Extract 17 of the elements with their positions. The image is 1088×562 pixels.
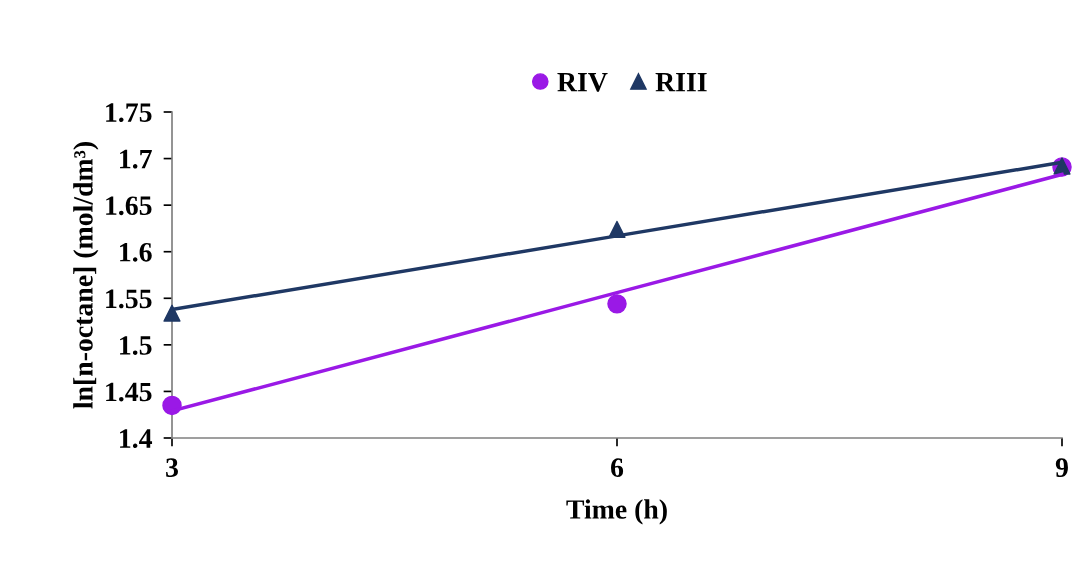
- y-tick-label: 1.75: [106, 103, 152, 123]
- y-tick-label: 1.5: [120, 336, 152, 355]
- x-axis-title: Time (h): [566, 499, 667, 525]
- y-tick-label: 1.4: [120, 429, 153, 449]
- legend-label: RIII: [655, 73, 707, 92]
- y-axis-title: ln[n-octane] (mol/dm³): [73, 142, 99, 409]
- x-tick-label: 9: [1055, 458, 1068, 477]
- x-tick-label: 3: [166, 458, 178, 477]
- point: [607, 294, 627, 314]
- point: [163, 304, 181, 322]
- y-tick-label: 1.6: [120, 242, 152, 262]
- y-tick-label: 1.55: [106, 289, 152, 309]
- x-tick-label: 6: [611, 458, 624, 477]
- y-tick-label: 1.45: [106, 382, 152, 402]
- y-tick-label: 1.65: [106, 196, 152, 216]
- legend-label: RIV: [557, 73, 608, 92]
- y-tick-label: 1.7: [120, 149, 152, 169]
